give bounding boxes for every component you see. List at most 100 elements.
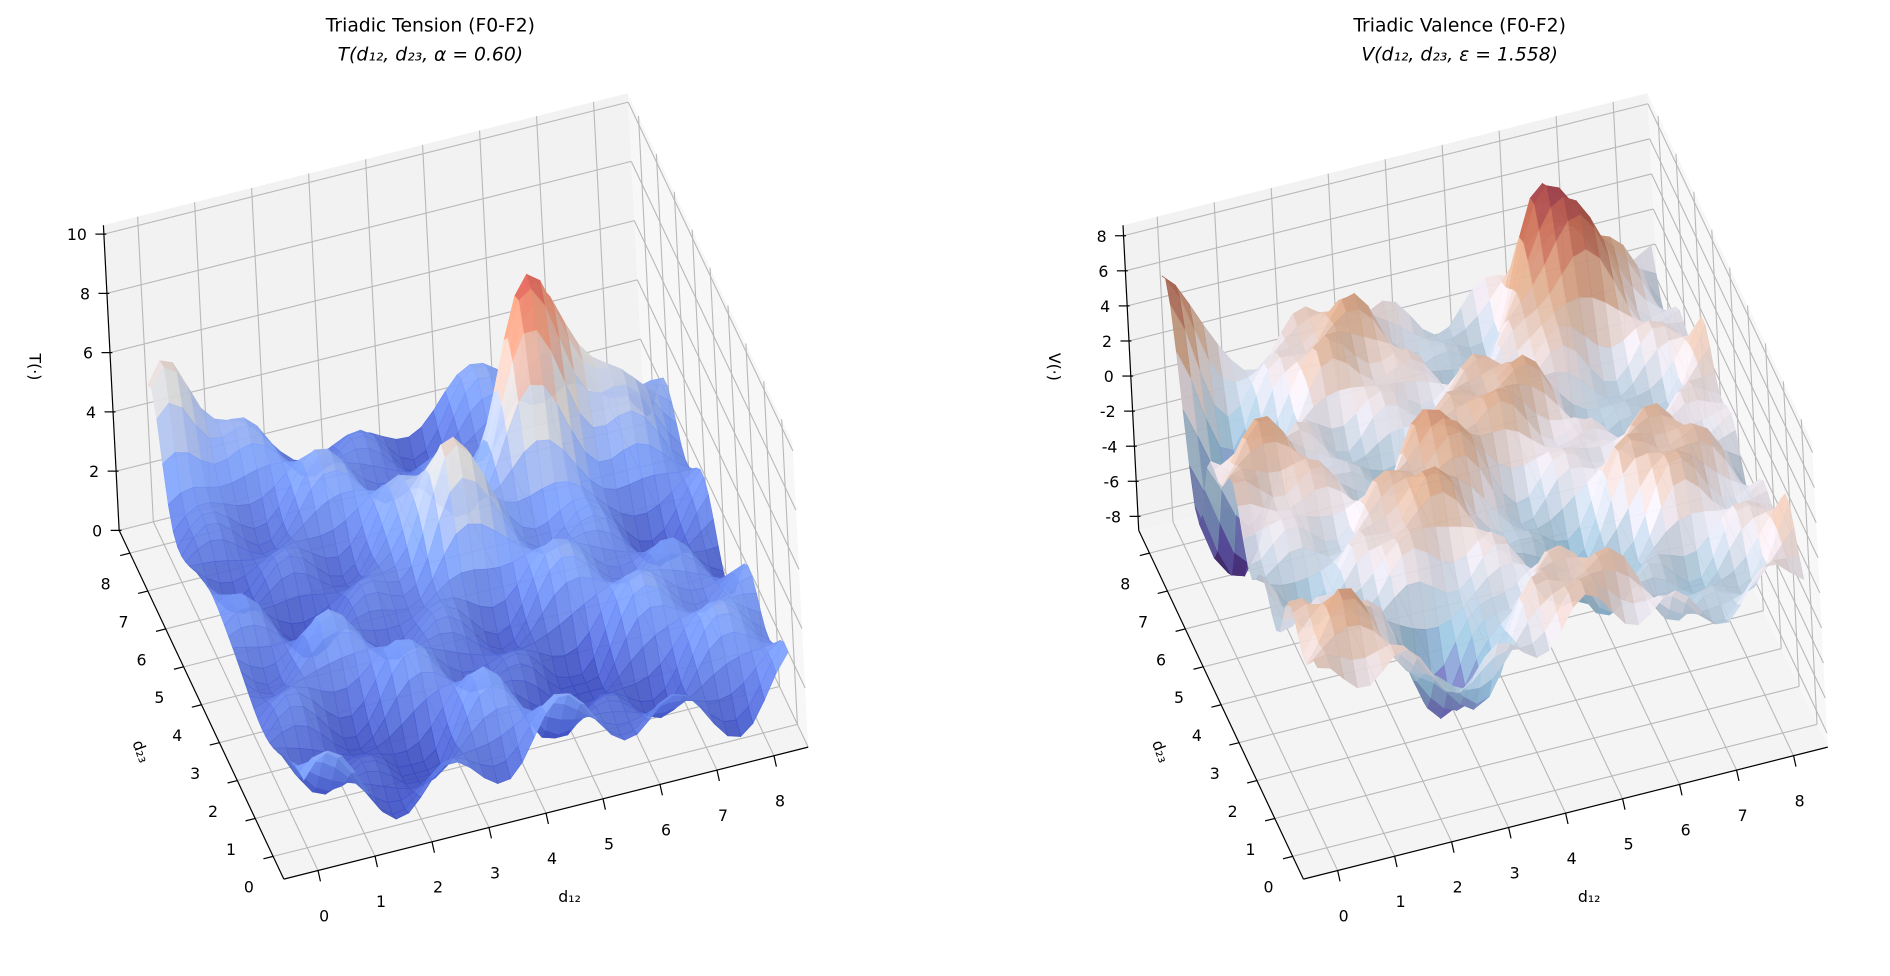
grid-line: [1651, 173, 1817, 523]
grid-line: [1256, 648, 1782, 782]
z-axis-label: V(·): [1045, 353, 1064, 381]
x-tick: [374, 856, 379, 868]
grid-line: [781, 419, 798, 725]
y-tick: [1157, 590, 1168, 595]
x-tick: [1565, 813, 1569, 825]
y-tick-label: 5: [154, 688, 164, 707]
y-tick: [120, 552, 131, 557]
z-tick-label: 10: [67, 225, 87, 244]
y-tick: [209, 742, 220, 746]
surface: [147, 273, 789, 820]
y-tick: [155, 628, 166, 632]
grid-line: [763, 381, 781, 687]
x-tick: [431, 841, 436, 853]
x-tick-label: 2: [433, 878, 443, 897]
z-tick-label: 2: [89, 462, 99, 481]
y-tick: [1211, 704, 1222, 708]
x-tick: [716, 769, 720, 782]
y-tick-label: 2: [1228, 802, 1238, 821]
x-tick-label: 8: [775, 792, 785, 811]
y-tick-label: 0: [244, 878, 254, 897]
x-tick: [1621, 798, 1626, 810]
y-tick: [1247, 779, 1258, 784]
y-tick: [263, 855, 274, 860]
x-tick: [1678, 784, 1683, 796]
grid-line: [630, 161, 797, 511]
x-tick: [488, 827, 493, 839]
grid-line: [727, 305, 745, 611]
y-tick: [137, 590, 148, 595]
grid-line: [1800, 419, 1818, 725]
surface: [1161, 182, 1805, 720]
plot-subtitle: T(d₁₂, d₂₃, α = 0.60): [338, 45, 524, 66]
grid-line: [592, 101, 610, 408]
y-axis-label: d₂₃: [1148, 737, 1174, 765]
x-tick-label: 3: [490, 863, 500, 882]
y-tick: [191, 704, 202, 708]
y-tick-label: 4: [1192, 726, 1202, 745]
y-tick: [1193, 666, 1204, 670]
x-tick-label: 5: [604, 835, 614, 854]
z-tick-label: -8: [1105, 507, 1121, 526]
z-tick-label: -6: [1104, 472, 1120, 491]
tension-surface-plot: Triadic Tension (F0-F2) T(d₁₂, d₂₃, α = …: [26, 15, 809, 925]
x-tick-label: 6: [1681, 820, 1691, 839]
y-tick-label: 6: [136, 650, 146, 669]
y-tick-label: 0: [1263, 878, 1273, 897]
y-tick: [1175, 628, 1186, 632]
x-tick: [1394, 856, 1398, 868]
x-tick: [1337, 870, 1341, 882]
grid-line: [1125, 138, 1650, 272]
grid-line: [272, 723, 798, 857]
x-tick-label: 5: [1624, 835, 1634, 854]
x-tick-label: 7: [1738, 806, 1748, 825]
grid-line: [1238, 610, 1764, 744]
z-tick-label: 2: [1102, 332, 1112, 351]
x-tick-label: 6: [661, 820, 671, 839]
z-tick-label: 6: [1098, 262, 1108, 281]
grid-line: [422, 144, 439, 451]
grid-line: [637, 115, 655, 422]
z-tick-label: 4: [1100, 297, 1110, 316]
grid-line: [673, 191, 691, 497]
plot-title: Triadic Valence (F0-F2): [1352, 15, 1566, 36]
x-axis-label: d₁₂: [558, 887, 581, 906]
y-tick: [173, 666, 184, 670]
x-tick: [545, 813, 550, 825]
grid-line: [709, 267, 727, 573]
z-tick-label: 0: [1104, 367, 1114, 386]
x-tick-label: 4: [547, 849, 557, 868]
y-tick: [245, 817, 256, 822]
x-tick-label: 1: [376, 892, 386, 911]
x-tick-label: 4: [1567, 849, 1577, 868]
grid-line: [1292, 723, 1818, 857]
grid-line: [627, 101, 794, 452]
x-tick-label: 1: [1396, 892, 1406, 911]
y-tick: [1282, 855, 1293, 860]
y-tick-label: 7: [119, 612, 129, 631]
y-tick-label: 7: [1138, 612, 1148, 631]
x-tick: [317, 870, 322, 882]
y-tick-label: 1: [226, 840, 236, 859]
grid-line: [636, 279, 803, 629]
valence-surface-plot: Triadic Valence (F0-F2) V(d₁₂, d₂₃, ε = …: [1045, 15, 1828, 925]
x-axis-label: d₁₂: [1578, 887, 1601, 906]
surface-facet: [1313, 654, 1332, 669]
x-tick-label: 3: [1510, 863, 1520, 882]
y-tick-label: 6: [1156, 650, 1166, 669]
x-tick: [773, 755, 777, 767]
grid-line: [633, 220, 800, 570]
y-tick-label: 5: [1174, 688, 1184, 707]
grid-line: [109, 220, 635, 354]
x-tick: [1735, 769, 1740, 782]
grid-line: [1764, 343, 1782, 649]
z-tick-label: 4: [86, 403, 96, 422]
z-tick-label: -2: [1100, 402, 1116, 421]
surface-facet: [299, 757, 317, 781]
x-tick-label: 0: [1339, 906, 1349, 925]
z-axis-line: [1122, 225, 1140, 531]
y-tick: [1139, 552, 1150, 557]
x-tick-label: 8: [1795, 792, 1805, 811]
y-tick-label: 3: [190, 764, 200, 783]
